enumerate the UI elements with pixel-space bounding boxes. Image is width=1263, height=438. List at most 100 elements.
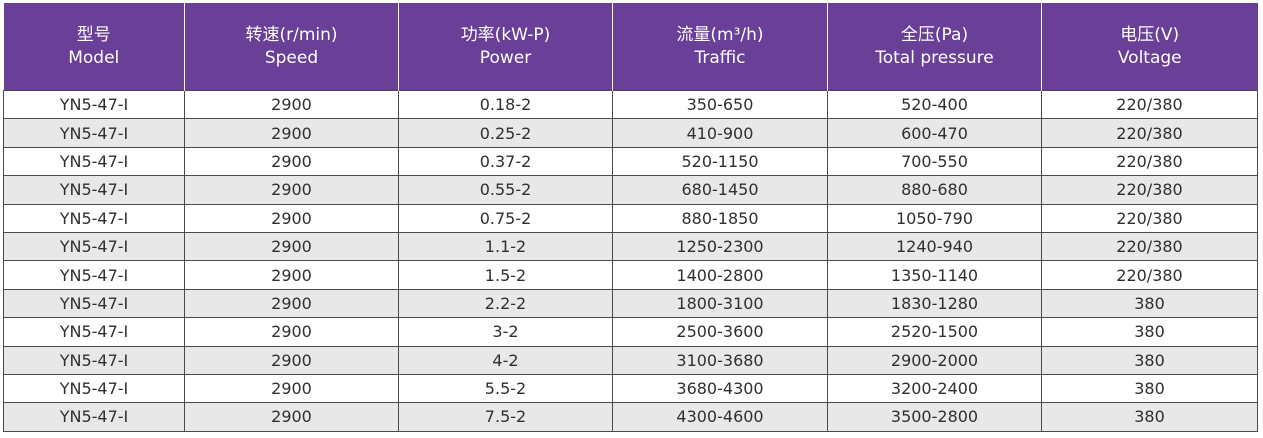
cell-voltage: 380	[1041, 288, 1258, 319]
header-traffic: 流量(m³/h) Traffic	[612, 3, 828, 91]
cell-power: 0.37-2	[398, 146, 613, 177]
cell-power: 1.5-2	[398, 260, 613, 290]
table-row: YN5-47-I 2900 7.5-2 4300-4600 3500-2800 380	[3, 402, 1258, 432]
cell-power: 0.55-2	[398, 175, 613, 205]
header-speed-zh: 转速(r/min)	[245, 24, 338, 45]
cell-speed: 2900	[184, 231, 399, 262]
cell-voltage: 220/380	[1041, 203, 1258, 233]
cell-power: 0.18-2	[398, 89, 613, 120]
cell-voltage: 220/380	[1041, 175, 1258, 205]
cell-traffic: 1400-2800	[612, 260, 828, 290]
cell-model: YN5-47-I	[3, 288, 185, 319]
cell-power: 1.1-2	[398, 231, 613, 262]
cell-model: YN5-47-I	[3, 146, 185, 177]
cell-traffic: 350-650	[612, 89, 828, 120]
table-row: YN5-47-I 2900 2.2-2 1800-3100 1830-1280 380	[3, 288, 1258, 319]
header-power: 功率(kW-P) Power	[398, 3, 613, 91]
cell-total-pressure: 880-680	[827, 175, 1042, 205]
cell-speed: 2900	[184, 345, 399, 375]
cell-traffic: 1250-2300	[612, 231, 828, 262]
header-total-pressure-zh: 全压(Pa)	[900, 24, 969, 45]
cell-model: YN5-47-I	[3, 260, 185, 290]
table-body: YN5-47-I 2900 0.18-2 350-650 520-400 220/380 Y…	[3, 89, 1258, 432]
header-total-pressure: 全压(Pa) Total pressure	[827, 3, 1042, 91]
cell-voltage: 380	[1041, 317, 1258, 347]
cell-speed: 2900	[184, 373, 399, 404]
cell-traffic: 1800-3100	[612, 288, 828, 319]
table-row: YN5-47-I 2900 4-2 3100-3680 2900-2000 380	[3, 345, 1258, 375]
cell-total-pressure: 1050-790	[827, 203, 1042, 233]
cell-total-pressure: 2520-1500	[827, 317, 1042, 347]
cell-model: YN5-47-I	[3, 203, 185, 233]
table-row: YN5-47-I 2900 0.37-2 520-1150 700-550 220/380	[3, 146, 1258, 177]
header-voltage-en: Voltage	[1117, 47, 1182, 68]
header-power-en: Power	[479, 47, 532, 68]
table-row: YN5-47-I 2900 0.75-2 880-1850 1050-790 220/38…	[3, 203, 1258, 233]
cell-traffic: 3100-3680	[612, 345, 828, 375]
cell-traffic: 3680-4300	[612, 373, 828, 404]
cell-power: 5.5-2	[398, 373, 613, 404]
table-row: YN5-47-I 2900 1.1-2 1250-2300 1240-940 220/38…	[3, 231, 1258, 262]
cell-model: YN5-47-I	[3, 373, 185, 404]
cell-total-pressure: 700-550	[827, 146, 1042, 177]
cell-total-pressure: 520-400	[827, 89, 1042, 120]
header-speed-en: Speed	[264, 47, 319, 68]
cell-traffic: 880-1850	[612, 203, 828, 233]
cell-voltage: 220/380	[1041, 89, 1258, 120]
cell-power: 3-2	[398, 317, 613, 347]
cell-speed: 2900	[184, 260, 399, 290]
cell-power: 7.5-2	[398, 402, 613, 432]
header-speed: 转速(r/min) Speed	[184, 3, 399, 91]
cell-voltage: 380	[1041, 345, 1258, 375]
table-row: YN5-47-I 2900 5.5-2 3680-4300 3200-2400 380	[3, 373, 1258, 404]
header-voltage: 电压(V) Voltage	[1041, 3, 1258, 91]
header-voltage-zh: 电压(V)	[1120, 24, 1180, 45]
cell-model: YN5-47-I	[3, 345, 185, 375]
cell-model: YN5-47-I	[3, 402, 185, 432]
cell-model: YN5-47-I	[3, 175, 185, 205]
cell-speed: 2900	[184, 203, 399, 233]
cell-traffic: 520-1150	[612, 146, 828, 177]
cell-total-pressure: 1240-940	[827, 231, 1042, 262]
cell-model: YN5-47-I	[3, 317, 185, 347]
cell-voltage: 380	[1041, 402, 1258, 432]
cell-total-pressure: 3200-2400	[827, 373, 1042, 404]
header-model-en: Model	[68, 47, 120, 68]
cell-speed: 2900	[184, 175, 399, 205]
header-total-pressure-en: Total pressure	[875, 47, 994, 68]
table-row: YN5-47-I 2900 0.25-2 410-900 600-470 220/380	[3, 118, 1258, 148]
header-model: 型号 Model	[3, 3, 185, 91]
cell-speed: 2900	[184, 317, 399, 347]
cell-power: 2.2-2	[398, 288, 613, 319]
cell-traffic: 410-900	[612, 118, 828, 148]
cell-power: 0.75-2	[398, 203, 613, 233]
cell-total-pressure: 600-470	[827, 118, 1042, 148]
cell-total-pressure: 3500-2800	[827, 402, 1042, 432]
cell-power: 4-2	[398, 345, 613, 375]
table-row: YN5-47-I 2900 1.5-2 1400-2800 1350-1140 220/3…	[3, 260, 1258, 290]
cell-traffic: 680-1450	[612, 175, 828, 205]
cell-model: YN5-47-I	[3, 231, 185, 262]
cell-voltage: 220/380	[1041, 118, 1258, 148]
cell-voltage: 220/380	[1041, 231, 1258, 262]
cell-total-pressure: 2900-2000	[827, 345, 1042, 375]
cell-voltage: 380	[1041, 373, 1258, 404]
cell-speed: 2900	[184, 288, 399, 319]
cell-voltage: 220/380	[1041, 260, 1258, 290]
cell-speed: 2900	[184, 118, 399, 148]
cell-speed: 2900	[184, 146, 399, 177]
cell-traffic: 4300-4600	[612, 402, 828, 432]
fan-spec-table: 型号 Model 转速(r/min) Speed 功率(kW-P) Power …	[3, 3, 1258, 432]
cell-total-pressure: 1830-1280	[827, 288, 1042, 319]
table-header: 型号 Model 转速(r/min) Speed 功率(kW-P) Power …	[3, 3, 1258, 91]
table-row: YN5-47-I 2900 0.55-2 680-1450 880-680 220/380	[3, 175, 1258, 205]
cell-voltage: 220/380	[1041, 146, 1258, 177]
header-model-zh: 型号	[76, 24, 111, 45]
header-traffic-en: Traffic	[694, 47, 746, 68]
cell-traffic: 2500-3600	[612, 317, 828, 347]
header-row: 型号 Model 转速(r/min) Speed 功率(kW-P) Power …	[3, 3, 1258, 91]
cell-speed: 2900	[184, 89, 399, 120]
cell-total-pressure: 1350-1140	[827, 260, 1042, 290]
cell-speed: 2900	[184, 402, 399, 432]
cell-power: 0.25-2	[398, 118, 613, 148]
